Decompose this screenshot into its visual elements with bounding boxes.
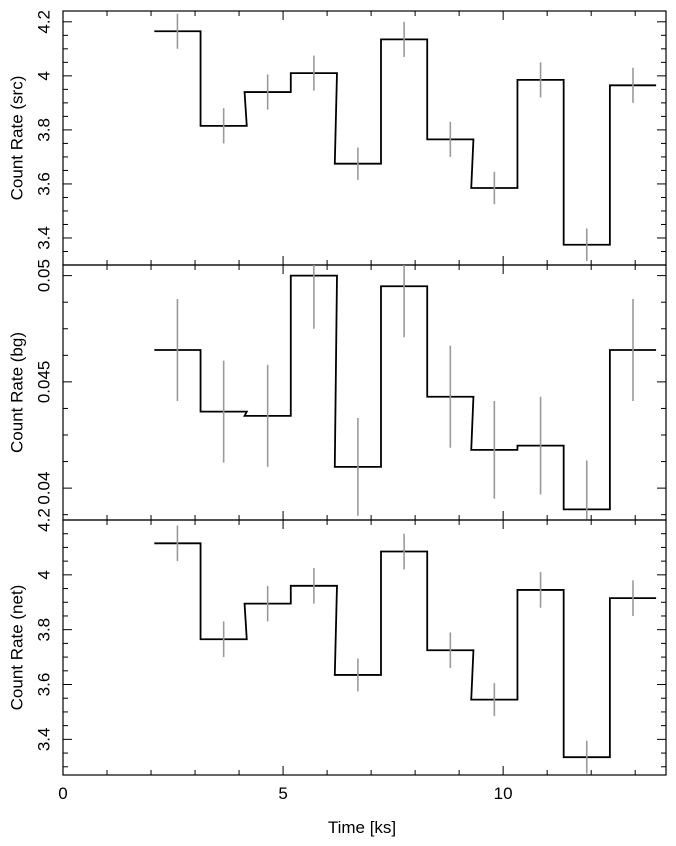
panel-net: 3.4 3.6 3.8 4 4.2 Count Rate (net) <box>7 508 667 776</box>
y-tick-label: 4 <box>34 71 53 80</box>
y-tick-label: 0.04 <box>34 472 53 505</box>
y-tick-label: 3.6 <box>34 172 53 196</box>
y-tick-label: 3.6 <box>34 673 53 697</box>
plot-frame <box>62 519 667 776</box>
x-tick-label: 0 <box>58 784 67 803</box>
y-tick-label: 3.4 <box>34 226 53 250</box>
step-line <box>154 30 657 246</box>
panel-bg: 0.04 0.045 0.05 Count Rate (bg) <box>7 259 667 521</box>
x-axis-label: Time [ks] <box>328 818 396 837</box>
step-line <box>154 542 657 759</box>
y-tick-label: 4 <box>34 570 53 579</box>
y-tick-label: 0.05 <box>34 259 53 292</box>
y-tick-label: 0.045 <box>34 361 53 404</box>
y-axis-label: Count Rate (src) <box>7 76 26 201</box>
y-tick-label: 3.8 <box>34 118 53 142</box>
y-tick-label: 3.4 <box>34 728 53 752</box>
x-tick-label: 5 <box>278 784 287 803</box>
y-tick-label: 4.2 <box>34 10 53 34</box>
plot-frame <box>62 10 667 266</box>
y-tick-label: 4.2 <box>34 508 53 532</box>
y-axis-label: Count Rate (net) <box>7 585 26 711</box>
x-axis: Time [ks] 0 5 10 <box>58 784 512 837</box>
panel-src: 3.4 3.6 3.8 4 4.2 Count Rate (src) <box>7 10 667 266</box>
step-line <box>154 274 657 511</box>
y-tick-label: 3.8 <box>34 618 53 642</box>
x-tick-label: 10 <box>494 784 513 803</box>
y-axis-label: Count Rate (bg) <box>7 332 26 453</box>
plot-frame <box>62 264 667 521</box>
